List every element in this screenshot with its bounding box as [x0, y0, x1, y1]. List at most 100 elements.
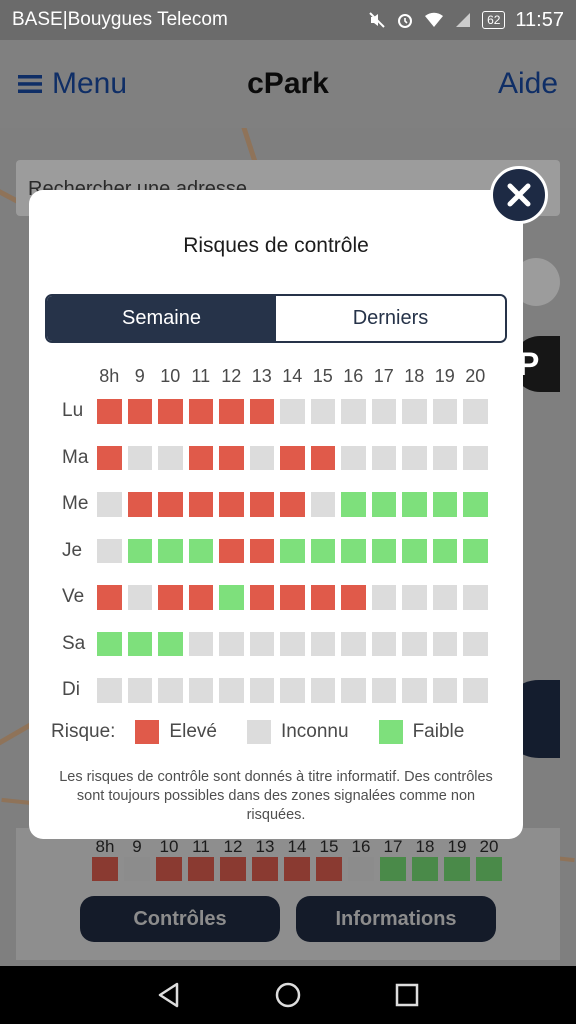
risk-cell: [371, 492, 396, 517]
status-bar: BASE|Bouygues Telecom 62 11:57: [0, 0, 576, 40]
day-row: Je: [49, 528, 488, 575]
information-button[interactable]: Informations: [296, 896, 496, 942]
today-risk-cell: [380, 857, 406, 881]
risk-cell: [219, 585, 244, 610]
tab-latest[interactable]: Derniers: [276, 296, 505, 341]
risk-cell: [463, 538, 488, 563]
risk-cell: [310, 492, 335, 517]
hour-label: 16: [343, 366, 364, 386]
risk-cell: [219, 399, 244, 424]
risk-cell: [371, 399, 396, 424]
risk-cell: [158, 631, 183, 656]
today-risk-cell: [124, 857, 150, 881]
risk-cell: [432, 445, 457, 470]
hour-label: 12: [221, 366, 242, 386]
today-hour-label: 18: [415, 837, 435, 856]
today-hour-label: 16: [351, 837, 371, 856]
risk-cell: [219, 538, 244, 563]
risk-cell: [402, 678, 427, 703]
today-risk-cell: [220, 857, 246, 881]
risk-cell: [280, 445, 305, 470]
hour-label: 15: [312, 366, 333, 386]
mute-icon: [369, 12, 385, 28]
risk-cell: [341, 538, 366, 563]
recents-icon[interactable]: [393, 981, 421, 1009]
hour-label: 14: [282, 366, 303, 386]
risk-cell: [188, 585, 213, 610]
today-hour-label: 8h: [95, 837, 115, 856]
today-risk-cell: [412, 857, 438, 881]
hour-label: 8h: [99, 366, 120, 386]
risk-grid: Lu Ma Me Je Ve Sa Di: [49, 388, 488, 714]
legend-high: Elevé: [169, 721, 217, 742]
today-hour-label: 15: [319, 837, 339, 856]
risk-cell: [310, 631, 335, 656]
today-hour-label: 17: [383, 837, 403, 856]
day-label: Ma: [62, 446, 89, 468]
day-row: Ve: [49, 574, 488, 621]
risk-cell: [188, 631, 213, 656]
hour-label: 19: [434, 366, 455, 386]
clock: 11:57: [515, 8, 564, 31]
risk-cell: [310, 678, 335, 703]
risk-cell: [432, 538, 457, 563]
risk-cell: [127, 399, 152, 424]
today-risk-cell: [316, 857, 342, 881]
today-risk-cell: [92, 857, 118, 881]
risk-cell: [158, 585, 183, 610]
day-label: Me: [62, 493, 89, 515]
tab-week[interactable]: Semaine: [47, 296, 276, 341]
today-risk-cell: [156, 857, 182, 881]
risk-cell: [97, 445, 122, 470]
hour-label: 18: [404, 366, 425, 386]
risk-cell: [249, 678, 274, 703]
help-button[interactable]: Aide: [497, 67, 558, 100]
hour-label: 11: [191, 366, 211, 386]
risk-cell: [158, 399, 183, 424]
risk-cell: [127, 678, 152, 703]
hour-label: 13: [251, 366, 272, 386]
risk-cell: [280, 399, 305, 424]
risk-cell: [158, 492, 183, 517]
risk-cell: [249, 445, 274, 470]
risk-cell: [432, 492, 457, 517]
risk-cell: [402, 585, 427, 610]
risk-cell: [158, 678, 183, 703]
controls-button[interactable]: Contrôles: [80, 896, 280, 942]
today-hours: 8h 9 10 11 12 13 14 15 16 17 18 19 20: [92, 837, 502, 857]
today-risk-cell: [476, 857, 502, 881]
today-hour-label: 20: [479, 837, 499, 856]
risk-cell: [371, 538, 396, 563]
hour-label: 9: [134, 366, 145, 386]
risk-cell: [97, 399, 122, 424]
today-risk-cell: [284, 857, 310, 881]
risk-cell: [219, 631, 244, 656]
risk-cell: [280, 585, 305, 610]
day-row: Di: [49, 667, 488, 714]
risk-cell: [341, 585, 366, 610]
risk-cell: [188, 492, 213, 517]
day-label: Sa: [62, 632, 86, 654]
home-icon[interactable]: [274, 981, 302, 1009]
risk-cell: [219, 492, 244, 517]
risk-cell: [432, 678, 457, 703]
risk-modal: Risques de contrôle Semaine Derniers 8h 9…: [29, 190, 523, 839]
risk-cell: [280, 631, 305, 656]
risk-cell: [188, 399, 213, 424]
today-hour-label: 14: [287, 837, 307, 856]
risk-cell: [371, 445, 396, 470]
legend-low: Faible: [412, 721, 465, 742]
risk-cell: [371, 631, 396, 656]
risk-cell: [249, 492, 274, 517]
menu-button[interactable]: Menu: [18, 67, 127, 101]
close-button[interactable]: [490, 166, 548, 224]
today-risk-cell: [252, 857, 278, 881]
today-hour-label: 11: [192, 837, 210, 856]
risk-cell: [188, 538, 213, 563]
risk-cell: [463, 399, 488, 424]
risk-cell: [310, 399, 335, 424]
back-icon[interactable]: [155, 981, 183, 1009]
legend-low-swatch: [378, 720, 403, 744]
day-row: Me: [49, 481, 488, 528]
today-risk-cell: [444, 857, 470, 881]
